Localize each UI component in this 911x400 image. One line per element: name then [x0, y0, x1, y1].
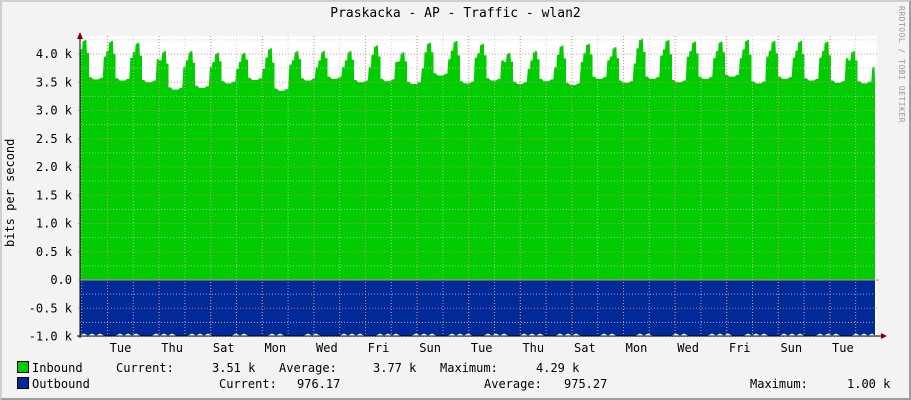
- inbound-area: [80, 38, 875, 281]
- x-tick-label: Fri: [368, 341, 390, 355]
- y-tick-label: 3.0 k: [36, 104, 73, 118]
- inbound-maximum-value: 4.29 k: [536, 361, 580, 375]
- x-tick-label: Mon: [626, 341, 648, 355]
- x-tick-label: Mon: [264, 341, 286, 355]
- legend-outbound: Outbound: [17, 377, 90, 391]
- inbound-current-label: Current:: [116, 361, 174, 375]
- y-tick-label: 2.0 k: [36, 160, 73, 174]
- x-axis-arrow-icon: [881, 333, 887, 339]
- outbound-maximum-value: 1.00 k: [847, 377, 891, 391]
- y-tick-label: 1.5 k: [36, 188, 73, 202]
- x-tick-label: Sat: [213, 341, 235, 355]
- inbound-average-value: 3.77 k: [373, 361, 417, 375]
- x-tick-label: Sun: [419, 341, 441, 355]
- y-tick-label: 3.5 k: [36, 75, 73, 89]
- outbound-current-value: 976.17: [297, 377, 341, 391]
- y-tick-label: 4.0 k: [36, 47, 73, 61]
- chart-title: Praskacka - AP - Traffic - wlan2: [330, 6, 581, 21]
- y-tick-label: -0.5 k: [29, 301, 73, 315]
- inbound-swatch: [17, 361, 29, 373]
- x-tick-label: Thu: [161, 341, 183, 355]
- x-tick-label: Fri: [729, 341, 751, 355]
- inbound-label: Inbound: [32, 361, 83, 375]
- outbound-label: Outbound: [32, 377, 90, 391]
- outbound-maximum-label: Maximum:: [750, 377, 808, 391]
- x-tick-label: Thu: [522, 341, 544, 355]
- outbound-average-value: 975.27: [564, 377, 608, 391]
- outbound-current-label: Current:: [219, 377, 277, 391]
- x-tick-label: Wed: [677, 341, 699, 355]
- y-tick-label: 1.0 k: [36, 217, 73, 231]
- inbound-maximum-label: Maximum:: [440, 361, 498, 375]
- inbound-average-label: Average:: [279, 361, 337, 375]
- x-tick-label: Tue: [110, 341, 132, 355]
- y-tick-label: 2.5 k: [36, 132, 73, 146]
- outbound-swatch: [17, 377, 29, 389]
- x-tick-label: Tue: [832, 341, 854, 355]
- legend-inbound: Inbound: [17, 361, 83, 375]
- y-tick-label: 0.0: [50, 273, 72, 287]
- y-axis-arrow-icon: [77, 32, 83, 39]
- x-tick-label: Wed: [316, 341, 338, 355]
- x-tick-label: Tue: [471, 341, 493, 355]
- inbound-current-value: 3.51 k: [212, 361, 256, 375]
- y-tick-label: 0.5 k: [36, 245, 73, 259]
- x-tick-label: Sat: [574, 341, 596, 355]
- outbound-average-label: Average:: [484, 377, 542, 391]
- rrdtool-watermark: RRDTOOL / TOBI OETIKER: [897, 6, 906, 123]
- x-tick-label: Sun: [780, 341, 802, 355]
- y-tick-label: -1.0 k: [29, 330, 73, 344]
